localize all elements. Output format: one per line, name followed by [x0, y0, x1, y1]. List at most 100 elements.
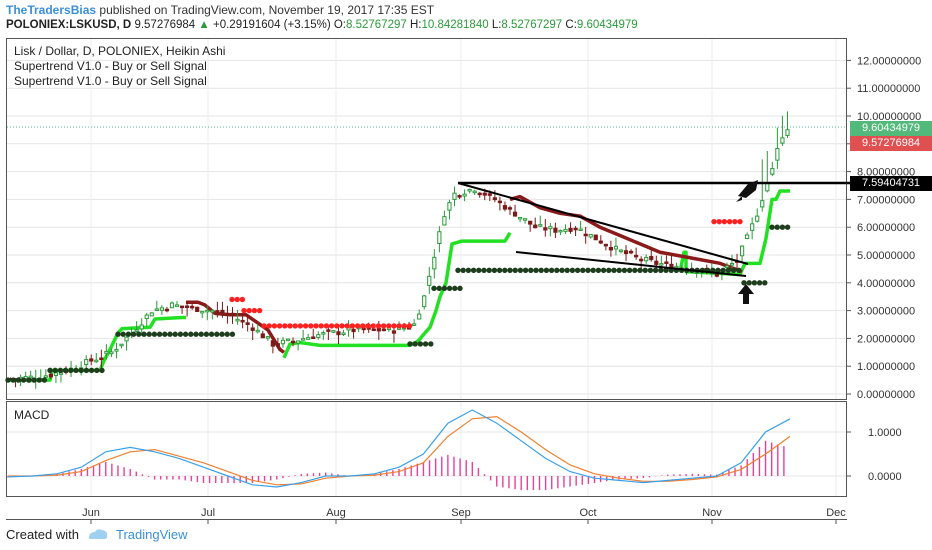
buy-signal-dot	[543, 267, 550, 273]
candle-body	[639, 258, 644, 262]
supertrend-up-line	[678, 189, 790, 277]
buy-signal-dot	[198, 331, 204, 337]
tradingview-brand[interactable]: TradingView	[116, 527, 188, 542]
sell-signal-dot	[266, 323, 272, 329]
candle-body	[159, 307, 164, 311]
candle-body	[568, 227, 573, 232]
sell-signal-dot	[246, 307, 252, 314]
candle-body	[391, 330, 397, 334]
open-label: O:	[333, 19, 346, 31]
candle-body	[326, 329, 331, 332]
sell-signal-dot	[354, 323, 361, 329]
buy-signal-dot	[214, 331, 220, 337]
sell-signal-dot	[256, 307, 263, 314]
macd-line	[7, 409, 791, 488]
candle-body	[260, 333, 265, 339]
rocket-icon	[736, 180, 758, 202]
buy-signal-dot	[15, 377, 22, 383]
publisher-name[interactable]: TheTradersBias	[6, 3, 97, 17]
close-value: 9.60434979	[576, 19, 638, 31]
macd-label: MACD	[14, 408, 50, 422]
candle-body	[583, 233, 588, 237]
sell-signal-dot	[380, 323, 387, 329]
y-tick-label: 3.00000000	[857, 306, 915, 318]
buy-signal-dot	[637, 267, 643, 273]
candle-body	[270, 340, 275, 347]
buy-signal-dot	[120, 331, 126, 337]
buy-signal-dot	[146, 331, 152, 337]
buy-signal-dot	[68, 367, 74, 374]
buy-signal-dot	[652, 267, 659, 273]
buy-signal-dot	[730, 267, 737, 273]
sell-signal-dot	[234, 296, 240, 303]
candle-body	[760, 200, 765, 208]
candle-body	[190, 305, 195, 309]
candle-body	[775, 148, 780, 161]
buy-signal-dot	[491, 267, 498, 273]
y-tick-label: 2.00000000	[857, 333, 915, 345]
buy-signal-dot	[611, 267, 617, 273]
sell-signal-dot	[297, 323, 304, 329]
candle-body	[573, 227, 578, 231]
sell-signal-dot	[229, 296, 235, 303]
sell-signal-dot	[308, 323, 314, 329]
buy-signal-dot	[73, 367, 79, 374]
buy-signal-dot	[626, 267, 633, 273]
candle-body	[618, 249, 624, 253]
candle-body	[275, 343, 281, 346]
indicator-2-label[interactable]: Supertrend V1.0 - Buy or Sell Signal	[14, 74, 207, 88]
buy-signal-dot	[632, 267, 638, 273]
sell-signal-dot	[370, 323, 376, 329]
buy-signal-dot	[115, 331, 121, 337]
buy-signal-dot	[642, 267, 648, 273]
sell-signal-dot	[302, 323, 309, 329]
buy-signal-dot	[188, 331, 194, 337]
candle-body	[497, 200, 503, 204]
buy-signal-dot	[182, 331, 189, 337]
candle-body	[174, 304, 180, 307]
buy-signal-dot	[476, 267, 482, 273]
sell-signal-dot	[375, 323, 382, 329]
candle-body	[179, 305, 185, 309]
candle-body	[442, 216, 447, 226]
buy-signal-dot	[125, 331, 132, 337]
buy-signal-dot	[422, 341, 429, 347]
buy-signal-dot	[441, 285, 448, 292]
y-tick-label: 6.00000000	[857, 222, 915, 234]
close-label: C:	[565, 19, 577, 31]
candle-body	[729, 263, 735, 266]
candle-body	[492, 197, 497, 201]
sell-signal-dot	[344, 323, 350, 329]
buy-signal-dot	[36, 377, 42, 383]
symbol-label: POLONIEX:LSKUSD, D	[6, 19, 132, 31]
candle-body	[417, 313, 422, 320]
sell-signal-dot	[365, 323, 371, 329]
y-tick-label: 5.00000000	[857, 250, 915, 262]
sell-signal-dot	[313, 323, 319, 329]
low-label: L:	[491, 19, 502, 31]
candle-body	[94, 359, 99, 363]
x-tick-label: Sep	[451, 507, 471, 519]
candle-body	[755, 215, 760, 222]
buy-signal-dot	[229, 331, 236, 337]
candle-body	[321, 332, 326, 335]
candle-body	[225, 312, 230, 316]
buy-signal-dot	[436, 285, 442, 292]
buy-signal-dot	[580, 267, 586, 273]
buy-signal-dot	[162, 331, 168, 337]
buy-signal-dot	[41, 377, 48, 383]
indicator-1-label[interactable]: Supertrend V1.0 - Buy or Sell Signal	[14, 59, 207, 73]
buy-signal-dot	[460, 267, 466, 273]
buy-signal-dot	[502, 267, 508, 273]
candle-body	[255, 329, 260, 333]
buy-signal-dot	[559, 267, 565, 273]
sell-signal-dot	[726, 218, 733, 225]
buy-signal-dot	[428, 341, 434, 347]
buy-signal-dot	[26, 377, 32, 383]
sell-signal-dot	[282, 323, 288, 329]
sell-signal-dot	[241, 307, 247, 314]
candle-body	[220, 309, 225, 315]
candle-body	[593, 234, 598, 241]
sell-signal-dot	[711, 218, 717, 225]
published-text: published on TradingView.com, November 1…	[99, 3, 435, 17]
